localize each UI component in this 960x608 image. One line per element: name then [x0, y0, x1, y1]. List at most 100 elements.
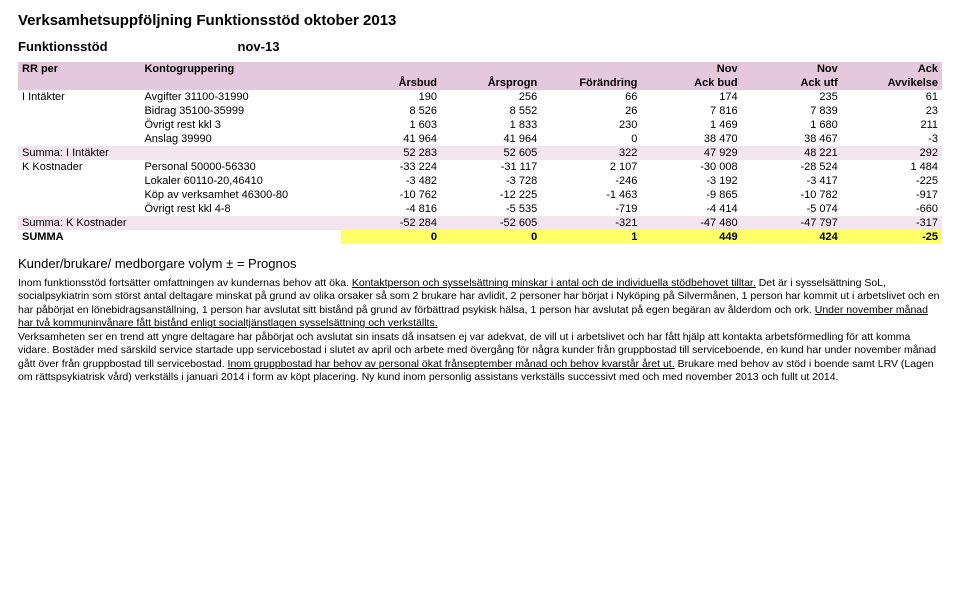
cell: -10 762	[341, 188, 441, 202]
cell: 61	[842, 90, 942, 104]
table-row: Anslag 3999041 96441 964038 47038 467-3	[18, 132, 942, 146]
paragraph-1: Inom funktionsstöd fortsätter omfattning…	[18, 277, 942, 331]
cell: -3	[842, 132, 942, 146]
cell: 1 680	[742, 118, 842, 132]
cell: -28 524	[742, 160, 842, 174]
data-table: RR per Kontogruppering Nov Nov Ack Årsbu…	[18, 62, 942, 244]
cell: -321	[541, 216, 641, 230]
cell: -917	[842, 188, 942, 202]
cell: -3 417	[742, 174, 842, 188]
cell: -660	[842, 202, 942, 216]
cell: 38 467	[742, 132, 842, 146]
row-label-0: I Intäkter	[18, 90, 140, 104]
row-label-0: Summa: K Kostnader	[18, 216, 140, 230]
cell: 48 221	[742, 146, 842, 160]
h2-c7: Avvikelse	[842, 76, 942, 90]
cell: 1 603	[341, 118, 441, 132]
cell: -52 605	[441, 216, 541, 230]
cell: 8 552	[441, 104, 541, 118]
row-label-1	[140, 146, 340, 160]
row-label-0	[18, 132, 140, 146]
row-label-1	[140, 230, 340, 244]
cell: -30 008	[641, 160, 741, 174]
cell: 230	[541, 118, 641, 132]
cell: 211	[842, 118, 942, 132]
cell: -1 463	[541, 188, 641, 202]
p2u: Inom gruppbostad har behov av personal ö…	[228, 358, 675, 370]
row-label-1: Övrigt rest kkl 4-8	[140, 202, 340, 216]
h2-c0	[18, 76, 140, 90]
cell: 449	[641, 230, 741, 244]
table-row: I IntäkterAvgifter 31100-319901902566617…	[18, 90, 942, 104]
cell: 1 484	[842, 160, 942, 174]
row-label-1: Personal 50000-56330	[140, 160, 340, 174]
row-label-1: Lokaler 60110-20,46410	[140, 174, 340, 188]
table-row: Bidrag 35100-359998 5268 552267 8167 839…	[18, 104, 942, 118]
cell: 66	[541, 90, 641, 104]
cell: -246	[541, 174, 641, 188]
table-row: Summa: K Kostnader -52 284-52 605-321-47 …	[18, 216, 942, 230]
row-label-0: SUMMA	[18, 230, 140, 244]
cell: -9 865	[641, 188, 741, 202]
header-row-2: Årsbud Årsprogn Förändring Ack bud Ack u…	[18, 76, 942, 90]
cell: 1 833	[441, 118, 541, 132]
row-label-0	[18, 174, 140, 188]
cell: -3 192	[641, 174, 741, 188]
cell: 0	[541, 132, 641, 146]
h2-c2: Årsbud	[341, 76, 441, 90]
row-label-1: Anslag 39990	[140, 132, 340, 146]
cell: 1	[541, 230, 641, 244]
sub-right: nov-13	[238, 39, 280, 54]
h1-c5: Nov	[641, 62, 741, 76]
cell: -4 414	[641, 202, 741, 216]
row-label-1: Avgifter 31100-31990	[140, 90, 340, 104]
table-row: Övrigt rest kkl 4-8-4 816-5 535-719-4 41…	[18, 202, 942, 216]
row-label-0	[18, 188, 140, 202]
cell: -33 224	[341, 160, 441, 174]
table-row: Övrigt rest kkl 31 6031 8332301 4691 680…	[18, 118, 942, 132]
header-row-1: RR per Kontogruppering Nov Nov Ack	[18, 62, 942, 76]
h1-c7: Ack	[842, 62, 942, 76]
cell: 41 964	[441, 132, 541, 146]
row-label-1: Bidrag 35100-35999	[140, 104, 340, 118]
row-label-0: K Kostnader	[18, 160, 140, 174]
row-label-0	[18, 104, 140, 118]
cell: -4 816	[341, 202, 441, 216]
cell: 424	[742, 230, 842, 244]
cell: 38 470	[641, 132, 741, 146]
cell: -31 117	[441, 160, 541, 174]
row-label-1: Köp av verksamhet 46300-80	[140, 188, 340, 202]
cell: 8 526	[341, 104, 441, 118]
row-label-1: Övrigt rest kkl 3	[140, 118, 340, 132]
h1-c6: Nov	[742, 62, 842, 76]
p1a: Inom funktionsstöd fortsätter omfattning…	[18, 277, 352, 289]
paragraph-2: Verksamheten ser en trend att yngre delt…	[18, 331, 942, 385]
subheading: Funktionsstöd nov-13	[18, 39, 942, 54]
cell: -3 728	[441, 174, 541, 188]
cell: 0	[341, 230, 441, 244]
cell: -25	[842, 230, 942, 244]
cell: -5 535	[441, 202, 541, 216]
cell: 256	[441, 90, 541, 104]
row-label-1	[140, 216, 340, 230]
table-row: Lokaler 60110-20,46410-3 482-3 728-246-3…	[18, 174, 942, 188]
cell: 174	[641, 90, 741, 104]
cell: -10 782	[742, 188, 842, 202]
cell: -719	[541, 202, 641, 216]
table-row: Köp av verksamhet 46300-80-10 762-12 225…	[18, 188, 942, 202]
section-heading: Kunder/brukare/ medborgare volym ± = Pro…	[18, 256, 942, 271]
cell: -52 284	[341, 216, 441, 230]
cell: 1 469	[641, 118, 741, 132]
cell: 7 839	[742, 104, 842, 118]
cell: -47 480	[641, 216, 741, 230]
h2-c3: Årsprogn	[441, 76, 541, 90]
table-row: K KostnaderPersonal 50000-56330-33 224-3…	[18, 160, 942, 174]
cell: 235	[742, 90, 842, 104]
h1-c1: Kontogruppering	[140, 62, 340, 76]
cell: -317	[842, 216, 942, 230]
table-row: SUMMA001449424-25	[18, 230, 942, 244]
h2-c5: Ack bud	[641, 76, 741, 90]
cell: 52 283	[341, 146, 441, 160]
cell: 190	[341, 90, 441, 104]
h1-c0: RR per	[18, 62, 140, 76]
